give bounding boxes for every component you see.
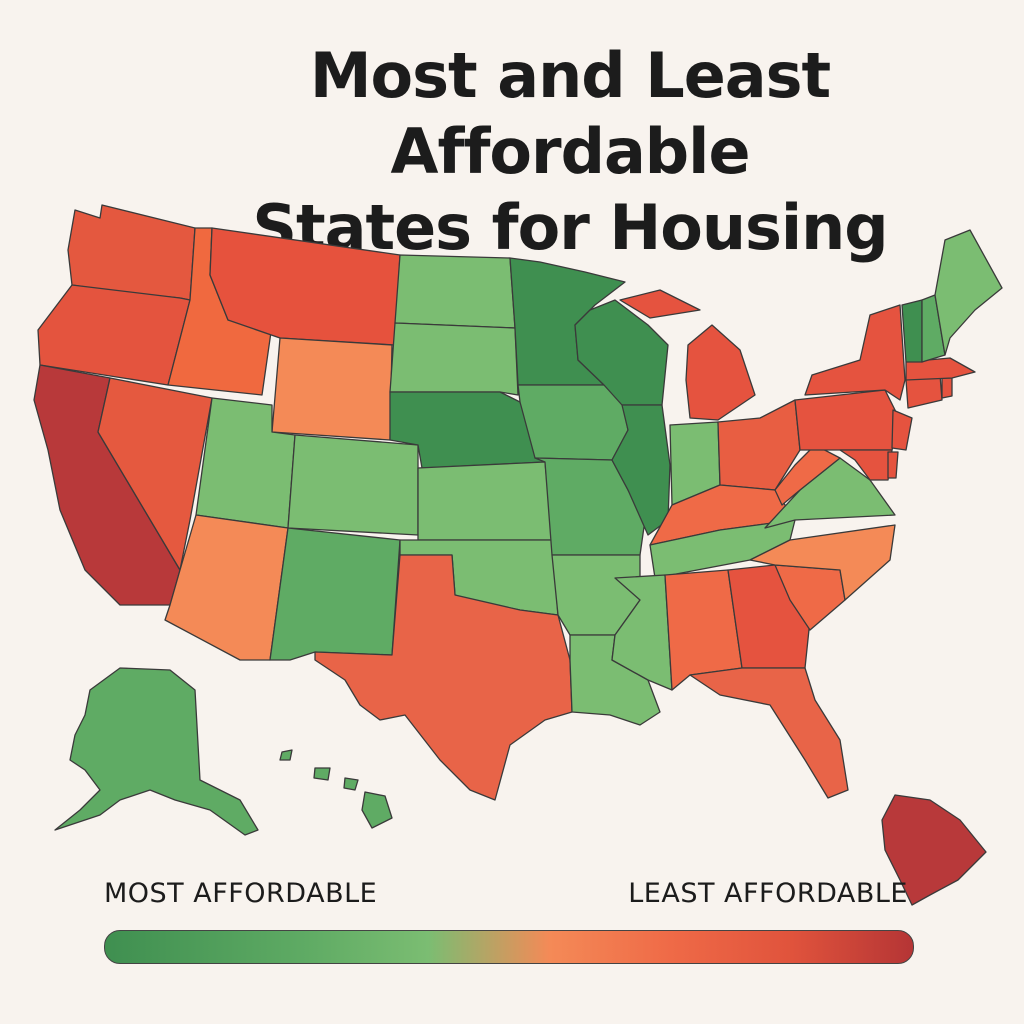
state-vermont[interactable] xyxy=(901,299,923,363)
state-illinois[interactable] xyxy=(611,404,671,536)
state-hawaii-small-islands[interactable] xyxy=(279,749,393,829)
state-massachusetts[interactable] xyxy=(905,357,976,381)
state-iowa[interactable] xyxy=(517,384,629,461)
state-west-virginia[interactable] xyxy=(774,444,841,506)
state-north-dakota[interactable] xyxy=(394,254,516,329)
state-hawaii-big-island[interactable] xyxy=(881,794,987,906)
state-new-york[interactable] xyxy=(804,304,906,401)
title-line-1: Most and Least Affordable xyxy=(309,39,831,188)
state-michigan[interactable] xyxy=(685,324,756,421)
state-alaska[interactable] xyxy=(54,667,259,836)
state-new-jersey[interactable] xyxy=(891,409,913,451)
state-kansas[interactable] xyxy=(417,461,553,541)
state-colorado[interactable] xyxy=(287,434,419,536)
state-south-dakota[interactable] xyxy=(389,322,519,396)
state-texas[interactable] xyxy=(314,554,573,801)
legend-color-scale xyxy=(104,930,914,964)
state-north-carolina[interactable] xyxy=(749,524,896,601)
state-maryland[interactable] xyxy=(839,449,893,481)
state-washington[interactable] xyxy=(67,204,196,301)
legend-label-most-affordable: MOST AFFORDABLE xyxy=(104,878,378,909)
map-title: Most and Least Affordable States for Hou… xyxy=(130,38,1010,266)
state-pennsylvania[interactable] xyxy=(794,389,901,451)
state-michigan-upper[interactable] xyxy=(619,289,701,319)
state-wyoming[interactable] xyxy=(271,337,393,441)
state-maine[interactable] xyxy=(934,229,1003,356)
state-florida[interactable] xyxy=(689,667,849,799)
state-rhode-island[interactable] xyxy=(941,377,953,399)
state-nevada[interactable] xyxy=(97,377,213,571)
legend-label-least-affordable: LEAST AFFORDABLE xyxy=(628,878,908,909)
state-delaware[interactable] xyxy=(887,451,899,479)
state-new-mexico[interactable] xyxy=(269,527,401,661)
